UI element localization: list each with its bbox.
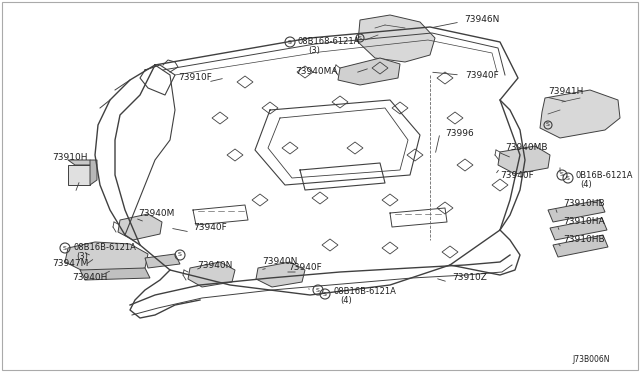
Text: S: S (560, 173, 564, 177)
Polygon shape (256, 262, 305, 287)
Polygon shape (65, 242, 148, 274)
Text: 73996: 73996 (445, 128, 474, 138)
Text: 73941H: 73941H (548, 87, 584, 96)
Text: 73940MB: 73940MB (505, 144, 547, 153)
Polygon shape (338, 58, 400, 85)
Text: 73910HA: 73910HA (563, 218, 605, 227)
Text: 73940F: 73940F (500, 170, 534, 180)
Text: (3): (3) (76, 251, 88, 260)
Text: 73940F: 73940F (465, 71, 499, 80)
Text: 08B16B-6121A: 08B16B-6121A (73, 243, 136, 251)
Text: (4): (4) (580, 180, 592, 189)
Text: 73910HB: 73910HB (563, 199, 605, 208)
Text: 73910F: 73910F (178, 73, 212, 81)
Text: S: S (63, 246, 67, 250)
Polygon shape (540, 90, 620, 138)
Polygon shape (118, 214, 162, 240)
Text: 73910Z: 73910Z (452, 273, 487, 282)
Text: S: S (358, 35, 362, 41)
Text: 73946N: 73946N (464, 15, 499, 23)
Text: 73947M: 73947M (52, 260, 88, 269)
Text: S: S (546, 122, 550, 128)
Polygon shape (548, 200, 605, 222)
Polygon shape (553, 235, 608, 257)
Text: 08B16B-6121A: 08B16B-6121A (333, 288, 396, 296)
Text: 73910H: 73910H (52, 154, 88, 163)
Text: (3): (3) (308, 45, 320, 55)
Text: 73940N: 73940N (262, 257, 298, 266)
Polygon shape (145, 254, 180, 268)
Text: 73910HB: 73910HB (563, 235, 605, 244)
Text: 73940N: 73940N (197, 262, 232, 270)
Text: S: S (566, 176, 570, 180)
Polygon shape (80, 268, 150, 280)
Polygon shape (188, 262, 235, 287)
Polygon shape (68, 165, 90, 185)
Polygon shape (68, 160, 97, 165)
Polygon shape (498, 146, 550, 174)
Text: (4): (4) (340, 296, 352, 305)
Text: 0B16B-6121A: 0B16B-6121A (575, 171, 632, 180)
Text: S: S (178, 253, 182, 257)
Text: 73940F: 73940F (288, 263, 322, 273)
Text: S: S (288, 39, 292, 45)
Text: S: S (316, 288, 320, 292)
Text: J73B006N: J73B006N (572, 356, 609, 365)
Polygon shape (550, 218, 607, 240)
Text: 73940M: 73940M (138, 208, 174, 218)
Polygon shape (90, 160, 97, 185)
Text: 08B168-6121A: 08B168-6121A (298, 36, 360, 45)
Text: S: S (323, 292, 327, 296)
Text: 73940F: 73940F (193, 224, 227, 232)
Text: 73940H: 73940H (72, 273, 108, 282)
Polygon shape (358, 15, 435, 62)
Text: 73940MA: 73940MA (295, 67, 337, 77)
